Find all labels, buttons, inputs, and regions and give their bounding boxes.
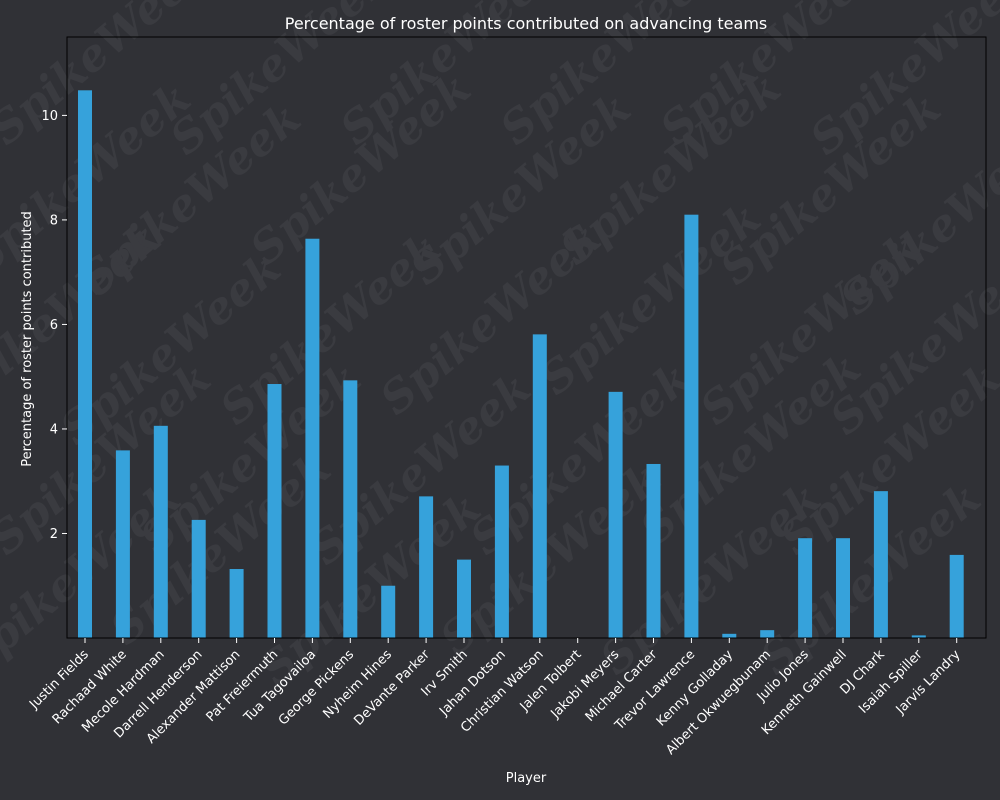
y-tick-label: 4 (50, 422, 58, 437)
bar (305, 238, 320, 638)
bar (78, 90, 92, 638)
bar (911, 635, 926, 638)
bar (873, 491, 888, 638)
bar (343, 380, 358, 638)
bar (949, 554, 964, 638)
bar (419, 496, 434, 638)
bar (646, 463, 661, 638)
bar (722, 633, 737, 638)
bar (229, 569, 244, 638)
chart-title: Percentage of roster points contributed … (285, 14, 768, 33)
bar (381, 585, 396, 638)
bar (608, 391, 623, 638)
bar (153, 425, 168, 638)
bar (760, 630, 775, 638)
bar (267, 384, 282, 638)
x-tick-label: Jahan Dotson (436, 647, 508, 719)
y-tick-label: 8 (50, 213, 58, 228)
bar (494, 465, 509, 638)
bar (191, 519, 206, 638)
bar (798, 538, 813, 638)
x-axis-label: Player (506, 771, 547, 786)
y-tick-label: 2 (50, 527, 58, 542)
bars-group (78, 90, 964, 638)
bar (684, 214, 699, 638)
y-tick-label: 10 (41, 109, 58, 124)
plot-frame (66, 36, 987, 639)
y-tick-label: 6 (50, 318, 58, 333)
bar (115, 450, 130, 638)
y-axis-label: Percentage of roster points contributed (20, 211, 35, 467)
bar (457, 559, 471, 638)
bar (836, 538, 850, 638)
y-axis: 2 4 6 8 10 (41, 109, 67, 542)
bar (532, 334, 547, 638)
